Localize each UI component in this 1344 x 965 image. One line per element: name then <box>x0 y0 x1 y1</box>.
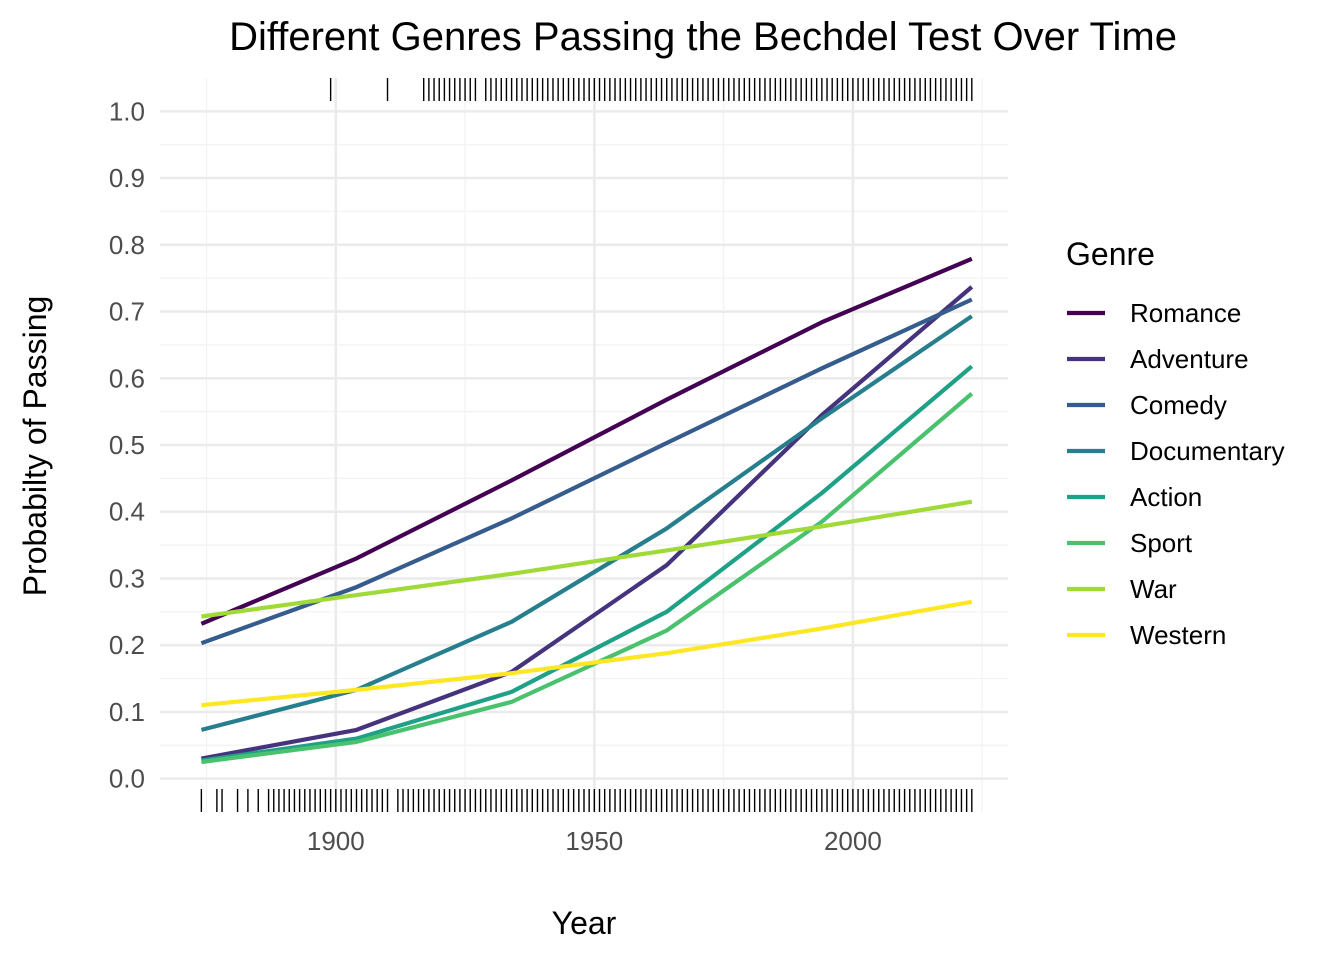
rug-bottom <box>200 789 973 812</box>
legend: Genre Romance Adventure Comedy Documentary A… <box>1066 236 1285 650</box>
series-line-action <box>201 364 974 763</box>
legend-label-documentary: Documentary <box>1130 436 1285 466</box>
y-axis-label: Probabilty of Passing <box>17 296 53 597</box>
legend-title: Genre <box>1066 236 1155 272</box>
series-line-romance <box>200 256 973 626</box>
series-line-documentary <box>200 314 973 732</box>
series-line-war <box>201 499 973 619</box>
y-tick-label: 0.9 <box>109 163 145 193</box>
legend-label-western: Western <box>1130 620 1226 650</box>
series-line-comedy <box>200 297 973 646</box>
rug-top <box>329 78 973 101</box>
x-axis-label: Year <box>552 905 617 941</box>
y-tick-label: 0.8 <box>109 230 145 260</box>
x-tick-label: 1950 <box>565 826 623 856</box>
y-tick-label: 0.2 <box>109 630 145 660</box>
y-tick-label: 0.7 <box>109 297 145 327</box>
legend-label-romance: Romance <box>1130 298 1241 328</box>
y-tick-label: 0.6 <box>109 363 145 393</box>
series-lines <box>200 256 974 765</box>
legend-label-comedy: Comedy <box>1130 390 1227 420</box>
y-tick-label: 0.1 <box>109 697 145 727</box>
chart-title: Different Genres Passing the Bechdel Tes… <box>229 15 1177 59</box>
x-tick-label: 2000 <box>824 826 882 856</box>
legend-label-sport: Sport <box>1130 528 1193 558</box>
y-tick-labels: 0.0 0.1 0.2 0.3 0.4 0.5 0.6 0.7 0.8 0.9 1.0 <box>109 96 145 793</box>
y-tick-label: 0.4 <box>109 497 145 527</box>
legend-items: Romance Adventure Comedy Documentary Action S… <box>1067 298 1285 650</box>
y-tick-label: 0.5 <box>109 430 145 460</box>
x-tick-labels: 1900 1950 2000 <box>307 826 882 856</box>
series-line-western <box>201 599 973 708</box>
y-tick-label: 0.0 <box>109 764 145 794</box>
legend-label-war: War <box>1130 574 1177 604</box>
series-line-adventure <box>201 285 974 761</box>
legend-label-action: Action <box>1130 482 1202 512</box>
x-tick-label: 1900 <box>307 826 365 856</box>
legend-label-adventure: Adventure <box>1130 344 1249 374</box>
y-tick-label: 1.0 <box>109 96 145 126</box>
y-tick-label: 0.3 <box>109 563 145 593</box>
series-line-sport <box>201 392 974 765</box>
